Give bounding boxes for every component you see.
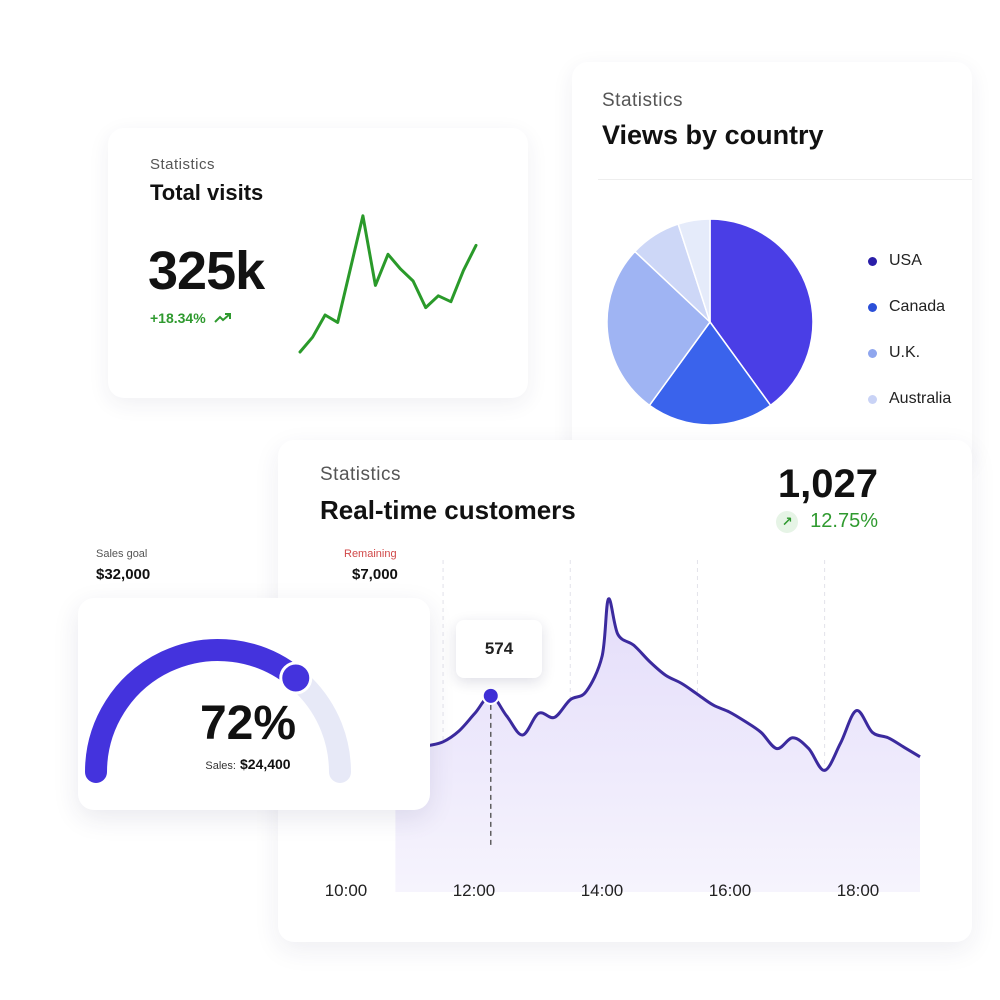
- legend-label: Australia: [889, 390, 952, 407]
- pie-slice-other: [677, 218, 711, 323]
- realtime-title: Real-time customers: [320, 495, 576, 525]
- total-visits-delta: +18.34%: [150, 310, 232, 326]
- total-visits-card: Statistics Total visits 325k +18.34%: [108, 128, 528, 398]
- legend-item-australia: Australia: [868, 376, 951, 422]
- realtime-value: 1,027: [777, 462, 878, 506]
- legend-dot: [868, 348, 877, 358]
- x-tick-label: 10:00: [325, 881, 368, 900]
- arrow-up-right-icon: ↗: [776, 510, 799, 533]
- trend-up-icon: [213, 313, 231, 323]
- sales-goal-gauge-card: 72% Sales: $24,400: [78, 598, 430, 810]
- x-tick-label: 14:00: [581, 881, 624, 900]
- total-visits-delta-text: +18.34%: [150, 310, 206, 326]
- x-tick-label: 16:00: [709, 881, 752, 900]
- legend-dot: [868, 256, 877, 266]
- gauge-percent: 72%: [199, 697, 297, 750]
- gauge-sales-value: $24,400: [239, 756, 291, 772]
- legend-label: Canada: [889, 298, 946, 315]
- gauge-sales: Sales: $24,400: [78, 756, 418, 772]
- divider: [598, 179, 972, 180]
- legend-dot: [868, 394, 877, 404]
- remaining-label: Remaining: [344, 548, 397, 560]
- highlight-point[interactable]: [481, 686, 500, 705]
- pie-slice-usa: [709, 218, 814, 407]
- sales-gauge: [85, 639, 351, 783]
- legend-item-canada: Canada: [868, 284, 951, 330]
- country-pie-chart: [606, 218, 814, 426]
- pie-slice-canada: [648, 320, 772, 426]
- remaining-value: $7,000: [352, 566, 398, 583]
- total-visits-value: 325k: [148, 241, 265, 301]
- legend-dot: [868, 302, 877, 312]
- legend-label: USA: [889, 252, 922, 269]
- x-tick-label: 18:00: [837, 881, 880, 900]
- total-visits-title: Total visits: [150, 180, 264, 205]
- gauge-progress: [85, 639, 307, 783]
- realtime-delta-text: 12.75%: [810, 510, 878, 532]
- x-tick-label: 12:00: [453, 881, 496, 900]
- gauge-handle[interactable]: [279, 661, 313, 695]
- legend-label: U.K.: [889, 344, 921, 361]
- legend-item-uk: U.K.: [868, 330, 951, 376]
- area-fill: [395, 598, 920, 892]
- chart-tooltip: 574: [456, 620, 542, 678]
- pie-slice-uk: [606, 250, 711, 407]
- realtime-area-chart: 10:00 12:00 14:00 16:00 18:00: [325, 560, 921, 900]
- views-by-country-eyebrow: Statistics: [602, 90, 684, 111]
- visits-series-line: [298, 214, 478, 354]
- total-visits-eyebrow: Statistics: [150, 156, 216, 173]
- gauge-sales-label: Sales:: [205, 760, 236, 772]
- sales-goal-value: $32,000: [96, 566, 151, 583]
- views-by-country-title: Views by country: [602, 120, 824, 150]
- sales-goal-label: Sales goal: [96, 548, 148, 560]
- realtime-eyebrow: Statistics: [320, 464, 402, 485]
- country-legend: USA Canada U.K. Australia: [868, 238, 951, 422]
- views-by-country-card: Statistics Views by country USA Canada U…: [572, 62, 972, 464]
- total-visits-sparkline: [298, 214, 478, 354]
- legend-item-usa: USA: [868, 238, 951, 284]
- realtime-delta: ↗ 12.75%: [776, 510, 878, 533]
